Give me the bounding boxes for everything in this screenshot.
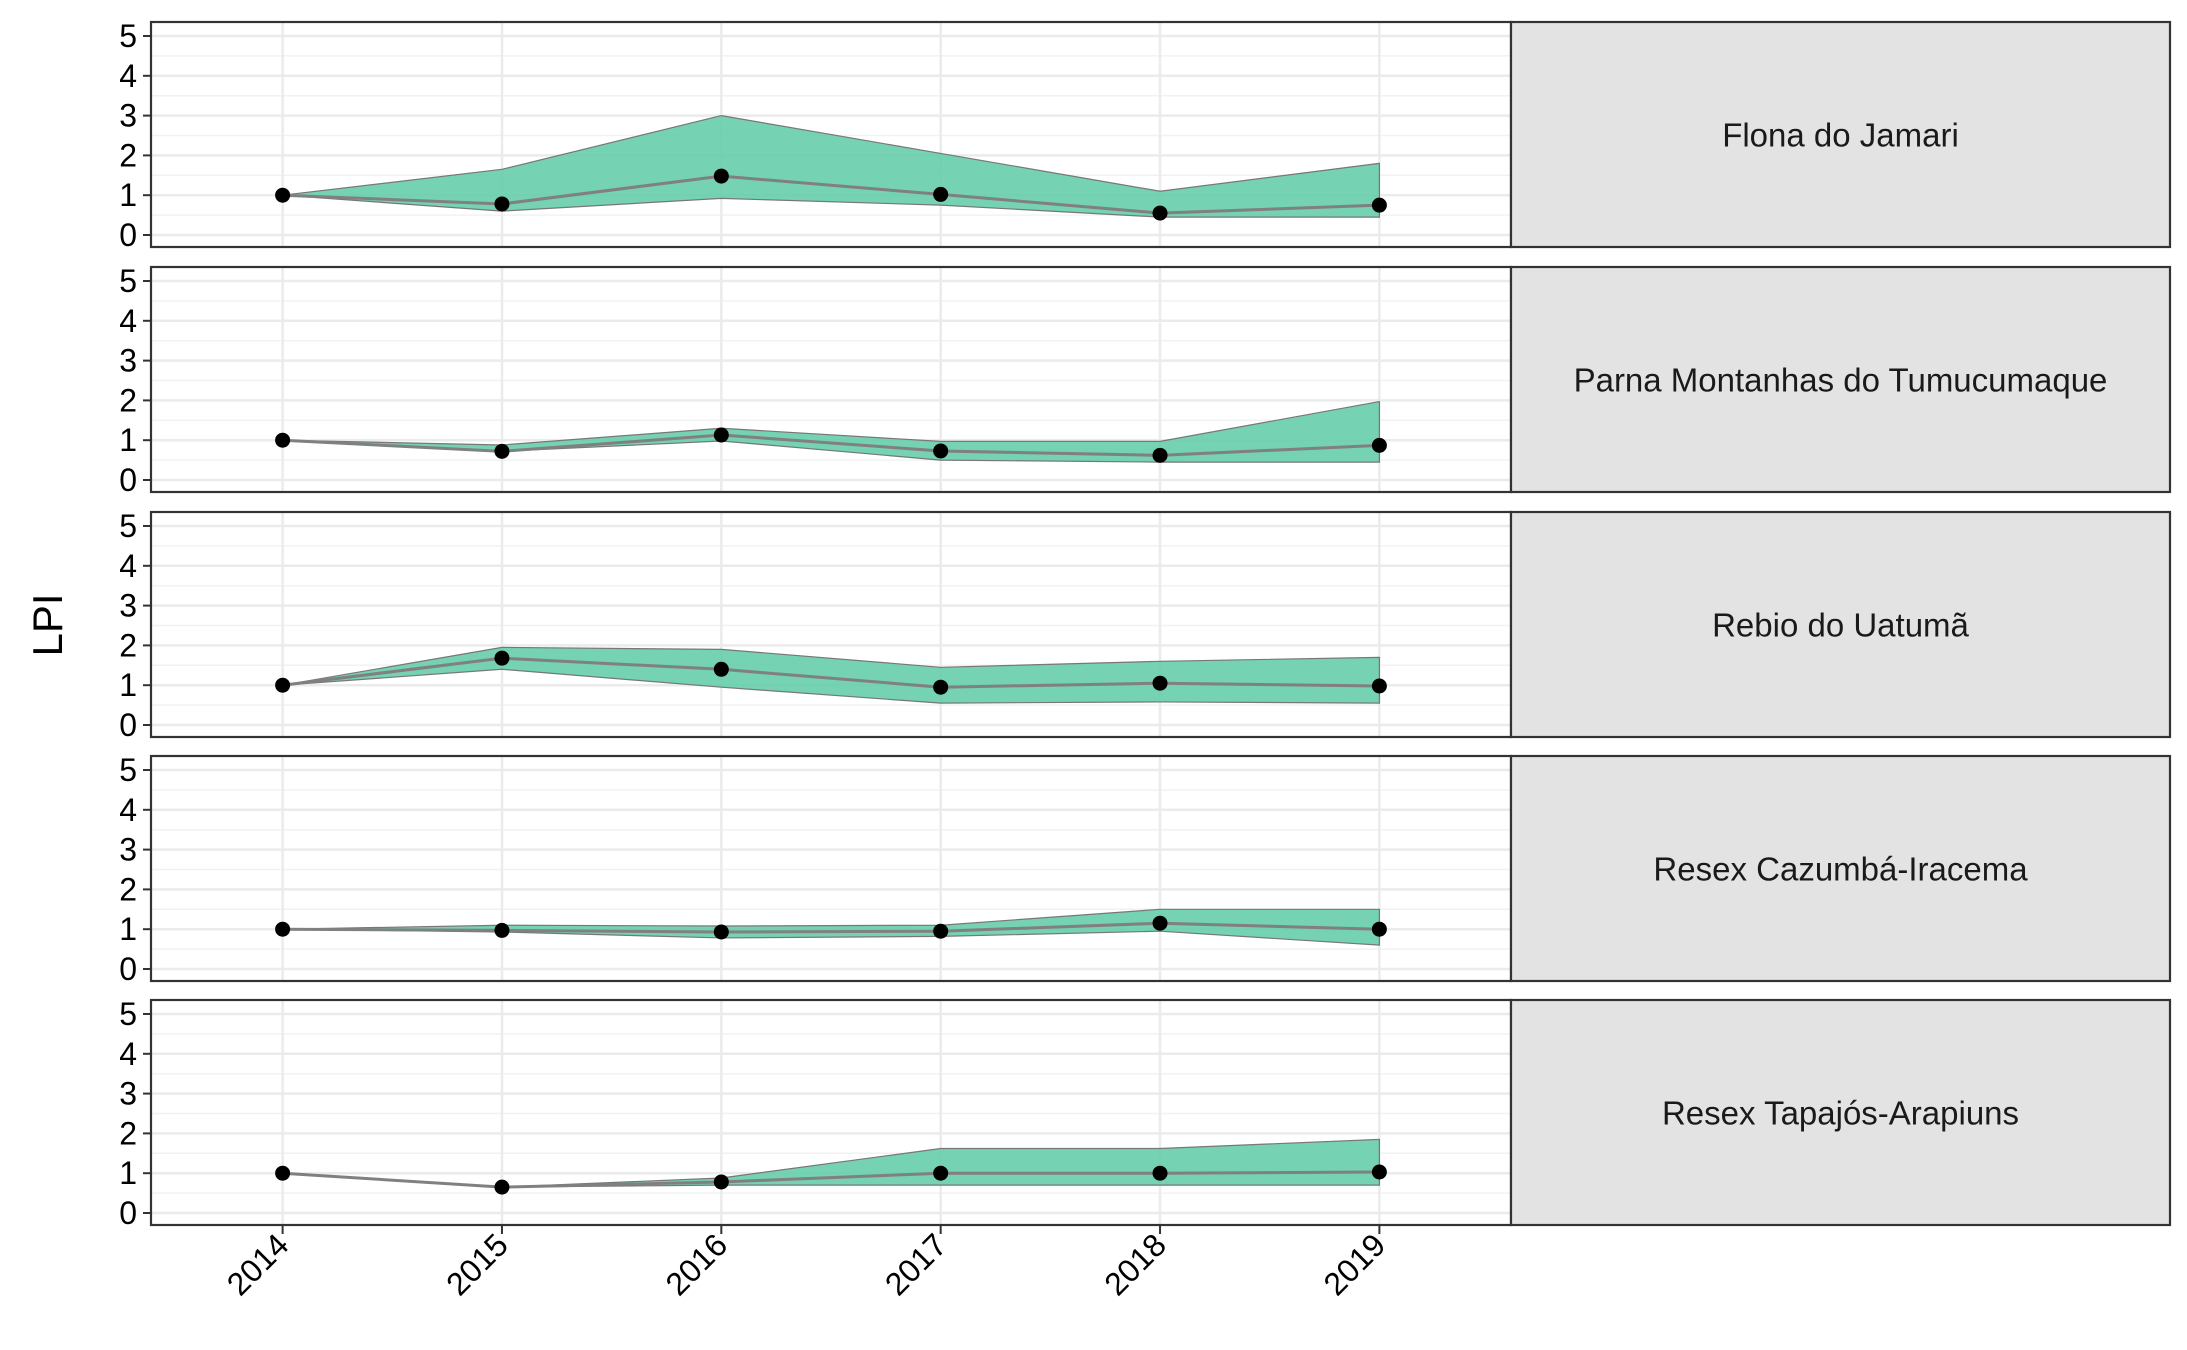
data-point — [1152, 1165, 1168, 1181]
y-tick-label: 1 — [119, 667, 137, 703]
facet-strip — [1509, 265, 2172, 494]
data-point — [713, 661, 729, 677]
y-tick-label: 0 — [119, 951, 137, 987]
y-tick-label: 5 — [119, 18, 137, 54]
confidence-band — [282, 1138, 1380, 1188]
y-tick-label: 4 — [119, 548, 137, 584]
data-point — [275, 921, 291, 937]
data-point — [933, 443, 949, 459]
data-point — [275, 1165, 291, 1181]
x-axis: 2014 2015 2016 2017 2018 2019 — [220, 1225, 1393, 1302]
data-point — [494, 650, 510, 666]
data-point — [275, 432, 291, 448]
y-tick-label: 0 — [119, 217, 137, 253]
facet-strip — [1509, 20, 2172, 249]
series-line — [282, 656, 1380, 689]
y-tick-label: 0 — [119, 707, 137, 743]
y-tick-label: 4 — [119, 1036, 137, 1072]
y-tick-label: 4 — [119, 303, 137, 339]
series-line — [282, 433, 1380, 457]
data-point — [1152, 205, 1168, 221]
x-tick-label: 2018 — [1097, 1226, 1173, 1302]
y-tick-label: 1 — [119, 422, 137, 458]
facet-strip-label: Rebio do Uatumã — [1712, 607, 1969, 644]
y-tick-label: 2 — [119, 137, 137, 173]
data-point — [713, 1174, 729, 1190]
data-point — [1371, 437, 1387, 453]
data-point — [713, 427, 729, 443]
facet-strip-label: Flona do Jamari — [1722, 117, 1959, 154]
facet-strip — [1509, 754, 2172, 983]
x-tick-label: 2016 — [658, 1226, 734, 1302]
facet-strip-label: Parna Montanhas do Tumucumaque — [1574, 362, 2108, 399]
y-tick-label: 2 — [119, 627, 137, 663]
data-point — [494, 922, 510, 938]
data-point — [275, 677, 291, 693]
facet-strip-label: Resex Cazumbá-Iracema — [1653, 851, 2028, 888]
y-tick-label: 0 — [119, 1195, 137, 1231]
y-axis-title: LPI — [24, 593, 71, 656]
series-line — [282, 1170, 1380, 1189]
y-tick-label: 5 — [119, 752, 137, 788]
y-tick-label: 1 — [119, 177, 137, 213]
y-tick-label: 5 — [119, 508, 137, 544]
y-tick-label: 0 — [119, 462, 137, 498]
data-point — [494, 196, 510, 212]
data-point — [713, 924, 729, 940]
y-tick-label: 4 — [119, 792, 137, 828]
series-line — [282, 921, 1380, 934]
facet-strip — [1509, 510, 2172, 739]
data-point — [933, 923, 949, 939]
data-point — [1152, 915, 1168, 931]
x-tick-label: 2014 — [220, 1226, 296, 1302]
data-point — [1371, 197, 1387, 213]
confidence-band — [282, 114, 1380, 218]
y-tick-label: 2 — [119, 871, 137, 907]
data-point — [1371, 1164, 1387, 1180]
data-point — [1371, 921, 1387, 937]
y-tick-label: 1 — [119, 1155, 137, 1191]
data-point — [713, 168, 729, 184]
data-point — [1152, 447, 1168, 463]
y-tick-label: 3 — [119, 343, 137, 379]
facet-strip-label: Resex Tapajós-Arapiuns — [1662, 1095, 2019, 1132]
x-tick-label: 2019 — [1317, 1226, 1393, 1302]
data-point — [275, 187, 291, 203]
series-line — [282, 174, 1380, 215]
panel-background — [151, 756, 1511, 981]
y-tick-label: 3 — [119, 98, 137, 134]
data-point — [933, 679, 949, 695]
y-tick-label: 5 — [119, 263, 137, 299]
x-tick-label: 2017 — [878, 1226, 954, 1302]
data-point — [1152, 675, 1168, 691]
y-tick-label: 4 — [119, 58, 137, 94]
data-point — [494, 1179, 510, 1195]
x-tick-label: 2015 — [439, 1226, 515, 1302]
panel-background — [151, 1000, 1511, 1225]
facet-strip — [1509, 998, 2172, 1227]
data-point — [933, 186, 949, 202]
y-tick-label: 3 — [119, 588, 137, 624]
data-point — [933, 1165, 949, 1181]
y-tick-label: 2 — [119, 382, 137, 418]
y-tick-label: 3 — [119, 1076, 137, 1112]
y-tick-label: 3 — [119, 832, 137, 868]
y-tick-label: 2 — [119, 1115, 137, 1151]
y-tick-label: 5 — [119, 996, 137, 1032]
data-point — [494, 443, 510, 459]
data-point — [1371, 678, 1387, 694]
y-tick-label: 1 — [119, 911, 137, 947]
